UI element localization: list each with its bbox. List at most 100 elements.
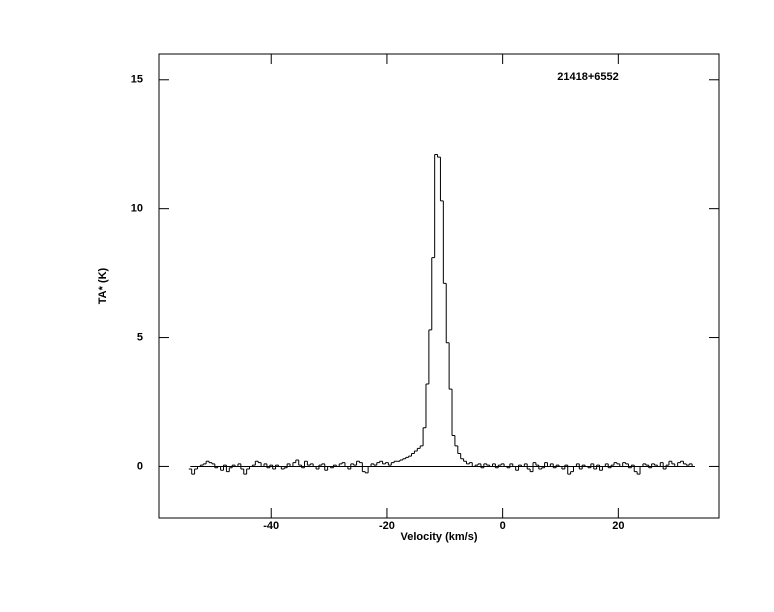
y-tick-label: 0 (137, 460, 143, 472)
spectrum-step (376, 462, 380, 466)
spectrum-step (277, 465, 282, 467)
spectrum-step (196, 465, 201, 470)
y-axis-label: TA* (K) (97, 267, 109, 304)
spectrum-step (243, 469, 247, 475)
spectrum-step (503, 463, 507, 467)
spectrum-step (292, 462, 296, 467)
spectrum-step (610, 464, 614, 468)
spectrum-step (240, 463, 244, 470)
x-tick-label: 0 (500, 520, 506, 532)
annotation: 21418+6552 (557, 71, 618, 83)
spectrum-step (434, 154, 438, 258)
spectrum-step (584, 465, 588, 467)
spectrum-step (353, 463, 357, 466)
spectrum-step (431, 257, 435, 330)
spectrum-step (422, 427, 426, 446)
spectrum-step (249, 465, 253, 470)
spectrum-step (382, 461, 386, 465)
spectrum-step (653, 463, 658, 466)
spectrum-step (526, 463, 531, 470)
spectrum-step (298, 460, 302, 466)
spectrum-step (671, 461, 675, 465)
spectrum-step (318, 464, 322, 470)
spectrum-step (228, 467, 233, 472)
spectrum-step (616, 462, 620, 465)
spectrum-step (474, 464, 479, 467)
spectrum-step (677, 462, 681, 467)
spectrum-step (413, 450, 418, 454)
x-tick-label: -40 (263, 520, 279, 532)
plot-frame (158, 53, 720, 519)
spectrum-step (425, 383, 429, 428)
x-axis-label: Velocity (km/s) (400, 531, 477, 543)
spectrum-step (312, 463, 317, 467)
spectrum-step (451, 389, 455, 437)
spectrum-step (246, 468, 250, 475)
x-tick-label: -20 (379, 520, 395, 532)
spectrum-step (541, 467, 545, 470)
spectrum-step (393, 460, 398, 463)
x-tick-label: 20 (612, 520, 624, 532)
spectrum-step (194, 468, 198, 475)
spectrum-step (465, 461, 470, 465)
spectrum-step (428, 329, 432, 384)
spectrum-step (463, 458, 467, 462)
spectrum-step (448, 342, 453, 390)
spectrum-step (639, 465, 643, 475)
spectrum-step (567, 465, 571, 475)
spectrum-step (217, 465, 221, 468)
spectrum-step (457, 445, 461, 455)
spectrum-step (645, 463, 649, 466)
spectrum-step (390, 462, 395, 466)
spectrum-step (411, 453, 415, 457)
spectrum-step (439, 157, 444, 202)
spectrum-step (364, 471, 369, 474)
spectrum-step (399, 459, 403, 462)
spectrum-step (405, 456, 409, 459)
spectrum-step (191, 469, 195, 475)
spectrum-step (327, 465, 331, 471)
spectrum-step (416, 447, 421, 451)
y-tick-label: 5 (137, 331, 143, 343)
spectrum-step (636, 471, 641, 475)
spectrum-step (211, 462, 215, 465)
spectrum-step (283, 467, 288, 470)
spectrum-step (445, 283, 450, 344)
y-tick-label: 15 (131, 74, 143, 86)
spectrum-step (454, 435, 458, 447)
spectrum-step (535, 462, 539, 466)
spectrum-step (257, 461, 262, 464)
spectrum-step (361, 462, 366, 473)
spectrum-step (344, 462, 348, 467)
spectrum-step (387, 462, 392, 466)
spectrum-step (512, 463, 516, 467)
spectrum-step (570, 471, 574, 475)
spectrum-step (460, 453, 464, 460)
spectrum-step (338, 463, 343, 467)
spectrum-step (199, 464, 204, 467)
spectrum-step (251, 464, 256, 467)
spectrum-step (497, 464, 502, 468)
spectrum-step (358, 461, 363, 464)
spectrum-step (437, 154, 441, 158)
spectrum-step (573, 465, 577, 472)
spectrum-step (665, 464, 669, 470)
spectrum-step (625, 462, 629, 465)
spectrum-step (408, 455, 412, 458)
spectrum-step (442, 200, 447, 284)
spectrum-step (306, 461, 311, 466)
spectrum-step (682, 461, 687, 465)
spectrum-step (419, 445, 424, 449)
spectrum-step (202, 463, 207, 466)
spectrum-step (691, 463, 695, 467)
y-tick-label: 10 (131, 203, 143, 215)
spectrum-step (373, 463, 377, 466)
spectrum-step (367, 465, 372, 473)
spectrum-step (685, 463, 690, 466)
spectrum-step (208, 461, 212, 464)
spectrum-step (601, 465, 606, 471)
spectrum-step (486, 463, 490, 466)
spectrum-step (558, 465, 562, 467)
spectrum-step (402, 458, 406, 460)
